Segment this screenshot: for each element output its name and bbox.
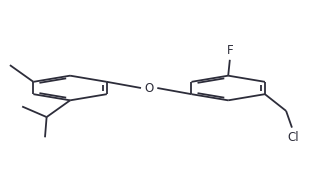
Text: Cl: Cl [288,131,299,144]
Text: O: O [144,81,154,95]
Text: F: F [227,44,233,57]
